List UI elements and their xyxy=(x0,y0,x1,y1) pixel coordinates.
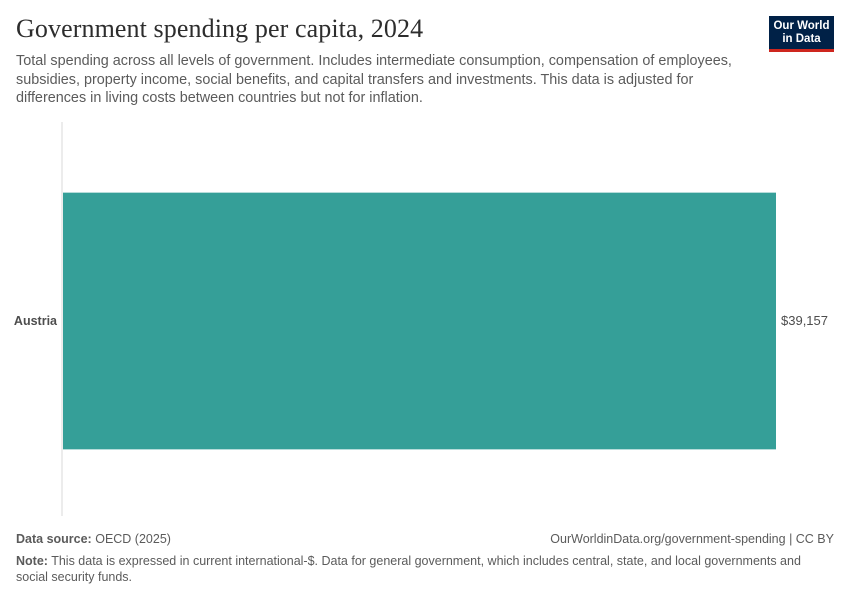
data-source: Data source: OECD (2025) xyxy=(16,532,834,546)
category-label: Austria xyxy=(14,314,58,328)
data-source-link[interactable]: OECD (2025) xyxy=(95,532,171,546)
logo-line-2: in Data xyxy=(782,33,821,45)
owid-logo[interactable]: Our World in Data xyxy=(769,16,834,52)
value-label: $39,157 xyxy=(781,313,828,328)
note-label: Note: xyxy=(16,554,48,568)
bar-chart: Austria $39,157 xyxy=(14,122,828,516)
logo-line-1: Our World xyxy=(773,20,830,32)
chart-note: Note: This data is expressed in current … xyxy=(16,554,806,585)
chart-subtitle: Total spending across all levels of gove… xyxy=(16,53,732,106)
chart-title: Government spending per capita, 2024 xyxy=(16,14,424,43)
note-text: This data is expressed in current intern… xyxy=(16,554,801,584)
bar-austria[interactable] xyxy=(63,192,776,450)
data-source-label: Data source: xyxy=(16,532,92,546)
chart-url[interactable]: OurWorldinData.org/government-spending |… xyxy=(550,532,834,546)
